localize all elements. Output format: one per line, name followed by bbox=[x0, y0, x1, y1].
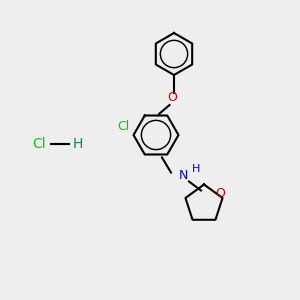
Text: N: N bbox=[178, 169, 188, 182]
Text: H: H bbox=[192, 164, 201, 175]
Text: O: O bbox=[216, 187, 225, 200]
Text: Cl: Cl bbox=[117, 119, 129, 133]
Text: H: H bbox=[73, 137, 83, 151]
Text: O: O bbox=[168, 91, 177, 104]
Text: Cl: Cl bbox=[32, 137, 46, 151]
